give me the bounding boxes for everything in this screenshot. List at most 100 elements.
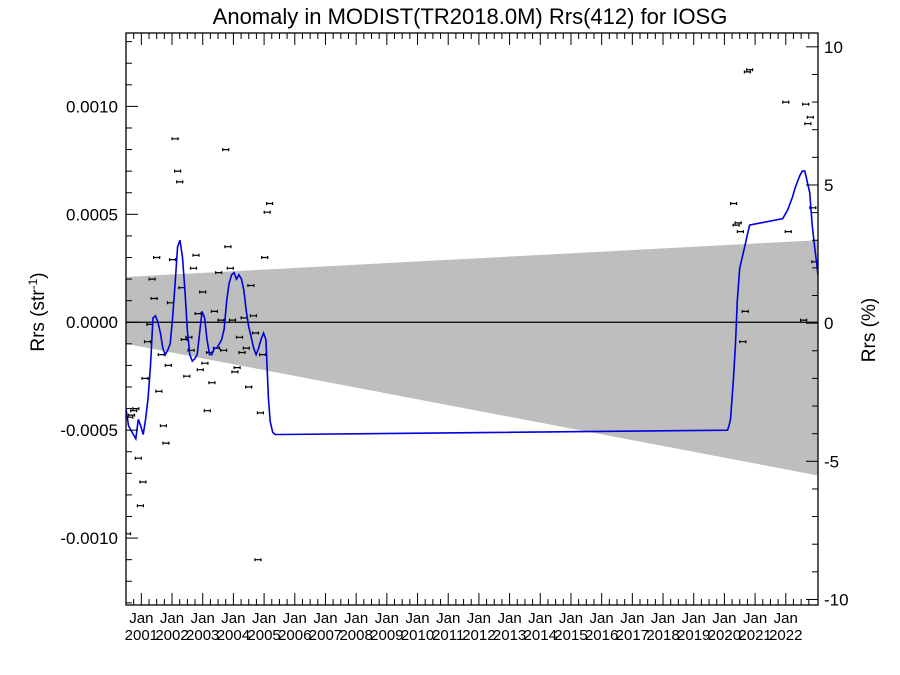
x-tick-year-label: 2016 (585, 627, 618, 644)
data-point (126, 532, 132, 536)
data-point (157, 353, 165, 357)
data-point (784, 230, 792, 234)
x-tick-year-label: 2014 (524, 627, 557, 644)
data-point (189, 266, 198, 270)
data-point (153, 256, 161, 259)
data-point (196, 368, 204, 372)
uncertainty-band (126, 240, 818, 476)
x-tick-month-label: Jan (160, 610, 184, 627)
x-tick-month-label: Jan (405, 610, 429, 627)
data-point (162, 441, 170, 445)
x-tick-month-label: Jan (436, 610, 460, 627)
x-tick-year-label: 2012 (462, 627, 495, 644)
left-tick-label: 0.0005 (66, 205, 118, 224)
x-tick-month-label: Jan (221, 610, 245, 627)
x-tick-month-label: Jan (191, 610, 215, 627)
data-point (249, 314, 257, 318)
x-tick-month-label: Jan (375, 610, 399, 627)
right-tick-label: 10 (824, 38, 843, 57)
data-point (139, 480, 147, 484)
data-point (201, 361, 209, 365)
data-point (732, 223, 740, 227)
plot-frame (125, 32, 819, 606)
data-point (251, 331, 260, 335)
data-point (228, 318, 237, 322)
x-tick-year-label: 2005 (247, 627, 280, 644)
x-tick-year-label: 2020 (708, 627, 741, 644)
x-tick-month-label: Jan (620, 610, 644, 627)
x-tick-year-label: 2002 (155, 627, 188, 644)
data-point (806, 115, 814, 119)
x-tick-month-label: Jan (682, 610, 706, 627)
data-point (226, 266, 234, 270)
x-tick-month-label: Jan (774, 610, 798, 627)
x-tick-year-label: 2013 (493, 627, 526, 644)
right-tick-label: 0 (824, 314, 833, 333)
data-point (183, 374, 191, 378)
data-point (176, 180, 184, 184)
data-point (266, 202, 274, 205)
data-point (231, 370, 239, 374)
x-tick-year-label: 2010 (401, 627, 434, 644)
x-tick-year-label: 2009 (370, 627, 403, 644)
data-point (802, 102, 810, 106)
data-point (736, 230, 744, 234)
x-tick-month-label: Jan (467, 610, 491, 627)
data-point (159, 424, 167, 428)
data-point (164, 363, 172, 367)
x-tick-month-label: Jan (590, 610, 614, 627)
data-point (743, 70, 751, 74)
data-point (261, 256, 269, 259)
x-tick-year-label: 2003 (186, 627, 219, 644)
x-tick-month-label: Jan (651, 610, 675, 627)
x-tick-month-label: Jan (528, 610, 552, 627)
left-tick-label: -0.0010 (60, 529, 118, 548)
x-tick-month-label: Jan (283, 610, 307, 627)
x-tick-month-label: Jan (344, 610, 368, 627)
data-point (143, 340, 152, 344)
x-tick-month-label: Jan (129, 610, 153, 627)
data-point (127, 413, 136, 417)
right-tick-label: 5 (824, 176, 833, 195)
data-point (155, 389, 163, 393)
data-point (141, 376, 149, 380)
data-point (800, 318, 808, 322)
data-point (263, 210, 271, 214)
x-tick-month-label: Jan (497, 610, 521, 627)
x-tick-year-label: 2019 (677, 627, 710, 644)
data-point (150, 297, 158, 300)
data-point (734, 221, 742, 225)
x-tick-year-label: 2022 (769, 627, 802, 644)
left-axis-label: Rrs (str-1) (26, 272, 49, 351)
data-point (238, 351, 246, 354)
data-point (136, 504, 144, 508)
data-point (192, 253, 200, 257)
data-point (256, 411, 264, 415)
left-tick-label: 0.0010 (66, 97, 118, 116)
data-point (171, 137, 179, 141)
x-tick-month-label: Jan (712, 610, 736, 627)
data-point (169, 258, 177, 262)
data-point (782, 100, 790, 104)
x-tick-month-label: Jan (743, 610, 767, 627)
chart-title: Anomaly in MODIST(TR2018.0M) Rrs(412) fo… (213, 4, 728, 29)
data-point (148, 277, 156, 281)
x-tick-year-label: 2008 (339, 627, 372, 644)
x-tick-year-label: 2018 (646, 627, 679, 644)
left-tick-label: 0.0000 (66, 313, 118, 332)
x-tick-year-label: 2007 (309, 627, 342, 644)
x-tick-month-label: Jan (559, 610, 583, 627)
x-tick-year-label: 2021 (738, 627, 771, 644)
data-point (215, 271, 223, 275)
data-point (208, 381, 216, 385)
data-point (235, 335, 244, 339)
trend-line (126, 170, 818, 442)
x-tick-year-label: 2004 (217, 627, 250, 644)
data-point (804, 122, 812, 126)
right-axis-label: Rrs (%) (859, 298, 880, 362)
data-point (132, 407, 140, 411)
data-point (730, 202, 738, 205)
data-point (210, 309, 218, 313)
plot-area: -0.0010 -0.0005 0.0000 0.0005 0.0010 -10 -5 0 5 1… (60, 32, 849, 644)
